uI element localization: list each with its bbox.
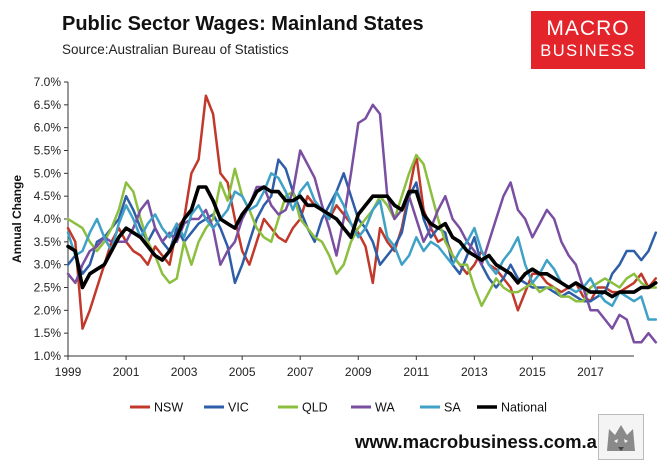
x-tick-label: 2005 (229, 365, 256, 379)
legend-label-sa: SA (444, 401, 461, 415)
series-lines (66, 94, 658, 344)
legend-label-national: National (501, 401, 547, 415)
x-axis-ticks: 1999 2001 2003 2005 2007 2009 2011 2013 2015 2017 (55, 356, 604, 379)
x-tick-label: 2001 (113, 365, 140, 379)
y-axis-ticks: 1.0% 1.5% 2.0% 2.5% 3.0% 3.5% 4.0% 4.5% 5.0% 5.5%… (34, 75, 68, 363)
wolf-logo-icon (598, 414, 644, 460)
y-tick-label: 7.0% (34, 75, 62, 89)
y-tick-label: 4.5% (34, 189, 62, 203)
x-tick-label: 1999 (55, 365, 82, 379)
legend-label-vic: VIC (228, 401, 249, 415)
series-line-qld (66, 153, 658, 308)
y-axis-label: Annual Change (10, 175, 24, 263)
x-tick-label: 2009 (345, 365, 372, 379)
x-tick-label: 2007 (287, 365, 314, 379)
legend-label-qld: QLD (302, 401, 328, 415)
y-tick-label: 3.5% (34, 235, 62, 249)
logo-line-2: BUSINESS (540, 42, 636, 60)
series-line-nsw (66, 94, 658, 330)
y-tick-label: 6.0% (34, 121, 62, 135)
y-tick-label: 2.5% (34, 281, 62, 295)
chart-legend: NSW VIC QLD WA SA National (130, 401, 547, 415)
y-tick-label: 2.0% (34, 303, 62, 317)
logo-line-1: MACRO (546, 17, 630, 40)
x-tick-label: 2013 (461, 365, 488, 379)
legend-label-wa: WA (375, 401, 395, 415)
y-tick-label: 5.0% (34, 166, 62, 180)
x-tick-label: 2003 (171, 365, 198, 379)
y-tick-label: 3.0% (34, 258, 62, 272)
y-tick-label: 6.5% (34, 98, 62, 112)
x-tick-label: 2011 (403, 365, 429, 379)
y-tick-label: 5.5% (34, 144, 62, 158)
website-url: www.macrobusiness.com.au (355, 431, 609, 452)
y-tick-label: 1.0% (34, 349, 62, 363)
x-tick-label: 2017 (577, 365, 604, 379)
series-line-national (66, 185, 658, 299)
chart-source: Source:Australian Bureau of Statistics (62, 42, 289, 57)
chart-title: Public Sector Wages: Mainland States (62, 13, 424, 35)
macrobusiness-logo: MACRO BUSINESS (531, 11, 645, 69)
y-tick-label: 4.0% (34, 212, 62, 226)
series-line-sa (66, 172, 658, 321)
y-tick-label: 1.5% (34, 326, 62, 340)
legend-label-nsw: NSW (154, 401, 183, 415)
x-tick-label: 2015 (519, 365, 546, 379)
series-line-wa (66, 103, 658, 344)
